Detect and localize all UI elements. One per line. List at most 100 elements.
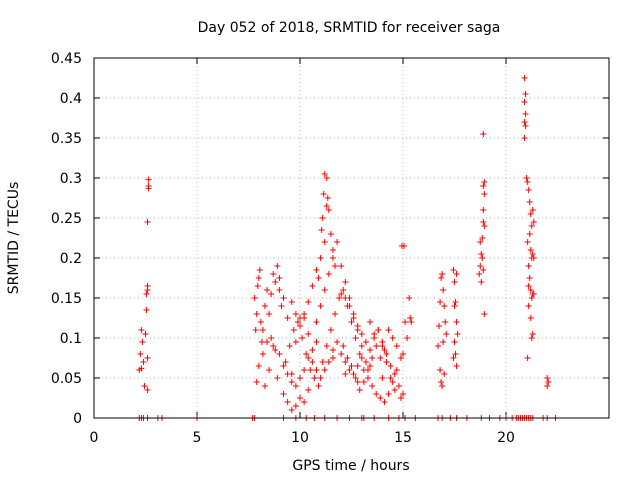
- data-point: [288, 299, 295, 305]
- data-point: [438, 275, 445, 281]
- data-point: [317, 255, 324, 261]
- data-point: [259, 351, 266, 357]
- grid-lines: [94, 58, 609, 418]
- data-point: [379, 375, 386, 381]
- data-point: [138, 365, 145, 372]
- data-point: [356, 351, 363, 357]
- data-point: [529, 207, 536, 213]
- data-point: [400, 351, 406, 357]
- data-point: [259, 327, 266, 333]
- data-point: [452, 351, 459, 357]
- data-point: [377, 355, 384, 361]
- data-point: [525, 283, 532, 289]
- data-point: [443, 331, 450, 337]
- data-point: [348, 319, 355, 325]
- data-point: [276, 275, 283, 281]
- data-point: [299, 335, 306, 341]
- data-point: [332, 263, 339, 269]
- data-point: [292, 311, 299, 317]
- data-point: [393, 367, 400, 373]
- x-tick-label: 10: [291, 430, 309, 446]
- data-point: [350, 315, 357, 321]
- data-point: [311, 375, 318, 381]
- data-point: [369, 383, 376, 389]
- data-point: [282, 359, 289, 365]
- data-point: [545, 379, 552, 385]
- data-point: [329, 247, 336, 253]
- data-point: [315, 383, 322, 389]
- data-point: [480, 219, 487, 225]
- data-point: [358, 343, 365, 349]
- data-point: [272, 347, 279, 353]
- data-point: [264, 287, 271, 293]
- data-point: [529, 251, 536, 257]
- data-point: [318, 227, 325, 233]
- data-point: [395, 383, 402, 389]
- data-point: [522, 111, 529, 117]
- data-point: [145, 185, 152, 192]
- data-point: [139, 339, 146, 345]
- data-point: [280, 363, 287, 369]
- data-point: [145, 176, 152, 183]
- data-point: [383, 351, 390, 357]
- data-point: [342, 371, 349, 377]
- data-point: [544, 383, 551, 389]
- data-point: [544, 375, 551, 381]
- data-point: [453, 271, 460, 277]
- data-point: [329, 355, 336, 361]
- data-point: [526, 231, 533, 237]
- data-point: [391, 387, 398, 393]
- data-point: [307, 367, 314, 373]
- data-point: [402, 319, 409, 325]
- data-point: [325, 271, 332, 277]
- data-point: [292, 383, 299, 389]
- data-point: [435, 343, 442, 349]
- data-point: [280, 391, 287, 397]
- data-point: [397, 395, 404, 401]
- data-point: [284, 371, 291, 377]
- data-point: [338, 291, 345, 297]
- data-point: [480, 183, 487, 189]
- data-point: [450, 355, 457, 361]
- data-point: [454, 331, 461, 337]
- data-point: [401, 243, 408, 249]
- y-axis-label: SRMTID / TECUs: [6, 182, 22, 295]
- data-point: [321, 367, 328, 373]
- plot-frame: [93, 57, 610, 419]
- data-point: [338, 351, 345, 357]
- data-point: [360, 379, 367, 385]
- data-point: [406, 295, 413, 301]
- data-point: [407, 315, 414, 321]
- data-point: [288, 407, 295, 413]
- data-point: [329, 255, 336, 261]
- data-point: [344, 355, 351, 361]
- data-point: [451, 303, 458, 309]
- y-tick-label: 0.05: [51, 371, 82, 387]
- data-point: [301, 311, 308, 317]
- data-point: [437, 299, 444, 305]
- data-point: [391, 371, 398, 377]
- data-point: [276, 351, 283, 357]
- data-point: [280, 295, 287, 301]
- data-point: [332, 311, 339, 317]
- data-point: [329, 347, 336, 353]
- x-tick-label: 15: [394, 430, 412, 446]
- data-point: [297, 323, 303, 329]
- data-point: [338, 263, 345, 269]
- data-point: [350, 371, 357, 377]
- data-point: [294, 319, 301, 325]
- data-point: [522, 91, 529, 97]
- data-point: [321, 171, 328, 177]
- data-point: [252, 327, 259, 333]
- data-point: [324, 195, 331, 201]
- data-point: [261, 303, 268, 309]
- data-point: [441, 303, 448, 309]
- data-point: [321, 287, 328, 293]
- data-point: [352, 335, 359, 341]
- data-point: [481, 179, 488, 185]
- data-point: [408, 319, 415, 325]
- data-point: [451, 279, 458, 285]
- data-point: [143, 291, 150, 297]
- data-point: [313, 319, 320, 325]
